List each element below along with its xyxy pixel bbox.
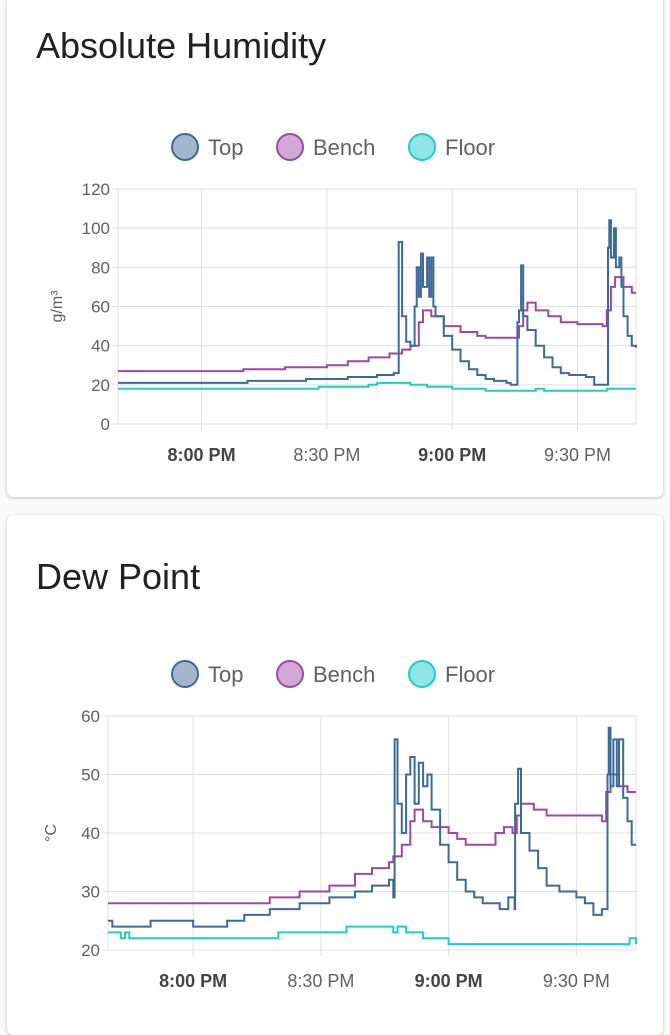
x-tick-label: 8:00 PM	[159, 971, 227, 991]
legend-item-floor[interactable]: Floor	[408, 660, 495, 688]
x-tick-label: 8:30 PM	[287, 971, 354, 991]
x-tick-label: 9:30 PM	[544, 445, 611, 465]
x-tick-label: 8:00 PM	[168, 445, 236, 465]
y-tick-label: 60	[91, 298, 110, 317]
y-tick-label: 20	[91, 376, 110, 395]
series-line-bench	[118, 276, 636, 373]
y-axis-label: g/m³	[49, 290, 66, 323]
legend-label: Floor	[445, 135, 495, 160]
card-title: Absolute Humidity	[36, 25, 327, 66]
series-line-bench	[108, 773, 636, 905]
x-tick-label: 9:00 PM	[415, 971, 483, 991]
legend-item-floor[interactable]: Floor	[408, 133, 495, 161]
y-tick-label: 100	[82, 219, 110, 238]
y-tick-label: 20	[81, 941, 100, 960]
y-tick-label: 120	[82, 180, 110, 199]
x-tick-label: 9:30 PM	[543, 971, 610, 991]
card-title: Dew Point	[36, 556, 201, 597]
y-tick-label: 30	[81, 883, 100, 902]
legend-item-top[interactable]: Top	[171, 133, 243, 161]
dew-point-card: Dew Point Top Bench Floor 20 30 40 50 60 8:00 PM…	[7, 515, 663, 1035]
x-tick-label: 9:00 PM	[418, 445, 486, 465]
y-tick-label: 40	[91, 337, 110, 356]
y-tick-label: 60	[81, 707, 100, 726]
series-line-floor	[118, 381, 636, 392]
series-line-top	[118, 219, 637, 386]
legend-swatch	[276, 133, 304, 161]
dew-point-chart: Top Bench Floor 20 30 40 50 60 8:00 PM 8:30 PM 9:0…	[43, 660, 637, 991]
y-axis-label: °C	[43, 824, 60, 842]
legend-swatch	[408, 133, 436, 161]
y-tick-label: 50	[81, 766, 100, 785]
legend-item-bench[interactable]: Bench	[276, 133, 375, 161]
x-tick-label: 8:30 PM	[293, 445, 360, 465]
legend-label: Bench	[313, 662, 375, 687]
legend-swatch	[171, 660, 199, 688]
legend-label: Top	[208, 135, 243, 160]
legend-label: Bench	[313, 135, 375, 160]
y-tick-label: 40	[81, 824, 100, 843]
series-line-floor	[108, 925, 637, 946]
legend-swatch	[408, 660, 436, 688]
legend-swatch	[276, 660, 304, 688]
y-tick-label: 80	[91, 258, 110, 277]
legend-item-bench[interactable]: Bench	[276, 660, 375, 688]
legend-item-top[interactable]: Top	[171, 660, 243, 688]
series-line-top	[108, 726, 636, 928]
y-tick-label: 0	[101, 415, 110, 434]
legend-label: Top	[208, 662, 243, 687]
absolute-humidity-card: Absolute Humidity Top Bench Floor 0 20 40 60 80…	[7, 0, 663, 497]
legend-swatch	[171, 133, 199, 161]
legend-label: Floor	[445, 662, 495, 687]
absolute-humidity-chart: Top Bench Floor 0 20 40 60 80 100 120 8:00 PM 8:30 …	[49, 133, 637, 465]
